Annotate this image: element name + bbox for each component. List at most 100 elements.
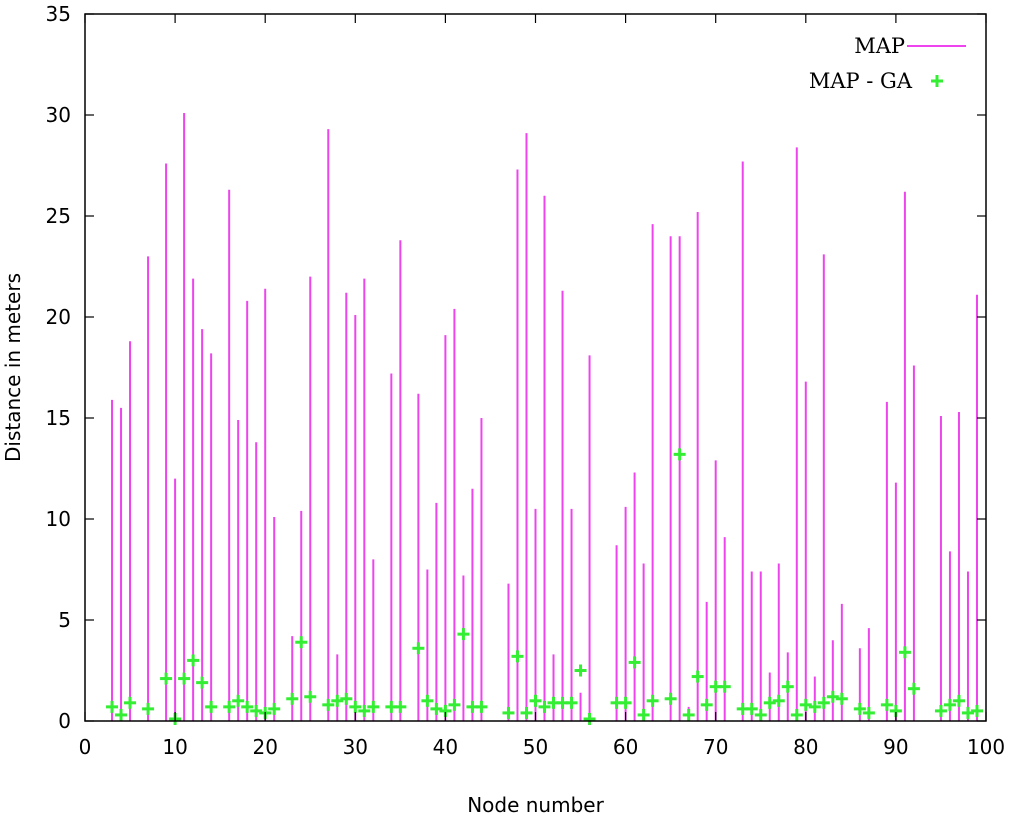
map-ga-point <box>340 692 353 705</box>
map-ga-point <box>241 700 254 713</box>
map-ga-point <box>637 708 650 721</box>
map-ga-point <box>817 696 830 709</box>
map-series-marks <box>111 112 978 721</box>
map-ga-point <box>799 698 812 711</box>
map-ga-point <box>160 672 173 685</box>
map-ga-point <box>205 700 218 713</box>
x-tick-label: 10 <box>162 735 187 759</box>
map-ga-point <box>448 698 461 711</box>
x-tick-label: 70 <box>703 735 728 759</box>
map-ga-point <box>646 694 659 707</box>
x-tick-label: 90 <box>883 735 908 759</box>
map-ga-point <box>124 696 137 709</box>
map-ga-point <box>529 694 542 707</box>
map-ga-point <box>196 676 209 689</box>
y-tick-label: 25 <box>46 204 71 228</box>
map-ga-point <box>268 702 281 715</box>
y-tick-label: 10 <box>46 507 71 531</box>
y-tick-label: 15 <box>46 406 71 430</box>
map-ga-point <box>430 702 443 715</box>
legend: MAP MAP - GA <box>809 34 966 93</box>
map-ga-point <box>700 698 713 711</box>
legend-label-map-ga: MAP - GA <box>809 69 913 93</box>
map-ga-point <box>862 706 875 719</box>
x-tick-label: 30 <box>343 735 368 759</box>
x-tick-label: 100 <box>967 735 1005 759</box>
legend-label-map: MAP <box>854 34 905 58</box>
map-ga-point <box>421 694 434 707</box>
x-tick-label: 80 <box>793 735 818 759</box>
map-ga-point <box>304 690 317 703</box>
x-tick-label: 0 <box>79 735 92 759</box>
map-ga-point <box>682 708 695 721</box>
map-ga-point <box>331 694 344 707</box>
x-axis-title: Node number <box>467 793 604 817</box>
map-ga-point <box>565 696 578 709</box>
map-ga-point <box>772 694 785 707</box>
map-ga-point <box>745 702 758 715</box>
x-tick-label: 50 <box>523 735 548 759</box>
map-ga-point <box>952 694 965 707</box>
map-ga-point <box>691 670 704 683</box>
map-ga-point <box>223 700 236 713</box>
x-tick-label: 60 <box>613 735 638 759</box>
map-ga-point <box>628 656 641 669</box>
y-tick-label: 35 <box>46 2 71 26</box>
map-ga-point <box>502 706 515 719</box>
map-ga-point <box>808 700 821 713</box>
map-ga-point <box>754 708 767 721</box>
axis-ticks <box>84 13 987 722</box>
y-tick-label: 5 <box>58 608 71 632</box>
map-ga-point <box>349 700 362 713</box>
y-tick-label: 0 <box>58 709 71 733</box>
map-ga-point <box>898 646 911 659</box>
map-ga-point <box>232 694 245 707</box>
map-ga-point <box>394 700 407 713</box>
y-tick-label: 20 <box>46 305 71 329</box>
map-ga-point <box>673 448 686 461</box>
map-ga-point <box>106 700 119 713</box>
map-ga-point <box>853 702 866 715</box>
map-ga-point <box>574 664 587 677</box>
map-ga-point <box>178 672 191 685</box>
legend-sample-map-ga <box>931 75 943 87</box>
map-ga-point <box>358 704 371 717</box>
map-ga-point <box>934 704 947 717</box>
axis-tick-labels: 0 10 20 30 40 50 60 70 80 90 100 0 5 10 15 20 25 30 35 <box>46 2 1006 759</box>
map-ga-point <box>943 698 956 711</box>
map-ga-series-marks <box>106 448 983 725</box>
x-tick-label: 20 <box>252 735 277 759</box>
map-ga-point <box>763 696 776 709</box>
y-tick-label: 30 <box>46 103 71 127</box>
y-axis-title: Distance in meters <box>1 273 25 462</box>
map-ga-point <box>826 690 839 703</box>
map-ga-point <box>619 696 632 709</box>
map-ga-point <box>961 706 974 719</box>
map-ga-point <box>835 692 848 705</box>
map-ga-point <box>367 700 380 713</box>
map-ga-point <box>142 702 155 715</box>
map-ga-point <box>115 708 128 721</box>
map-ga-point <box>457 628 470 641</box>
map-ga-point <box>880 698 893 711</box>
map-ga-point <box>475 700 488 713</box>
map-ga-point <box>520 706 533 719</box>
map-ga-point <box>790 708 803 721</box>
x-tick-label: 40 <box>433 735 458 759</box>
map-ga-point <box>511 650 524 663</box>
legend-cross <box>931 75 943 87</box>
map-ga-point <box>583 712 596 725</box>
map-ga-point <box>286 692 299 705</box>
map-ga-point <box>907 682 920 695</box>
map-ga-point <box>664 692 677 705</box>
map-ga-point <box>718 680 731 693</box>
map-ga-point <box>412 642 425 655</box>
map-ga-point <box>781 680 794 693</box>
map-ga-point <box>970 704 983 717</box>
map-ga-point <box>250 704 263 717</box>
map-ga-point <box>538 700 551 713</box>
map-ga-point <box>187 654 200 667</box>
map-ga-point <box>322 698 335 711</box>
map-ga-point <box>295 636 308 649</box>
